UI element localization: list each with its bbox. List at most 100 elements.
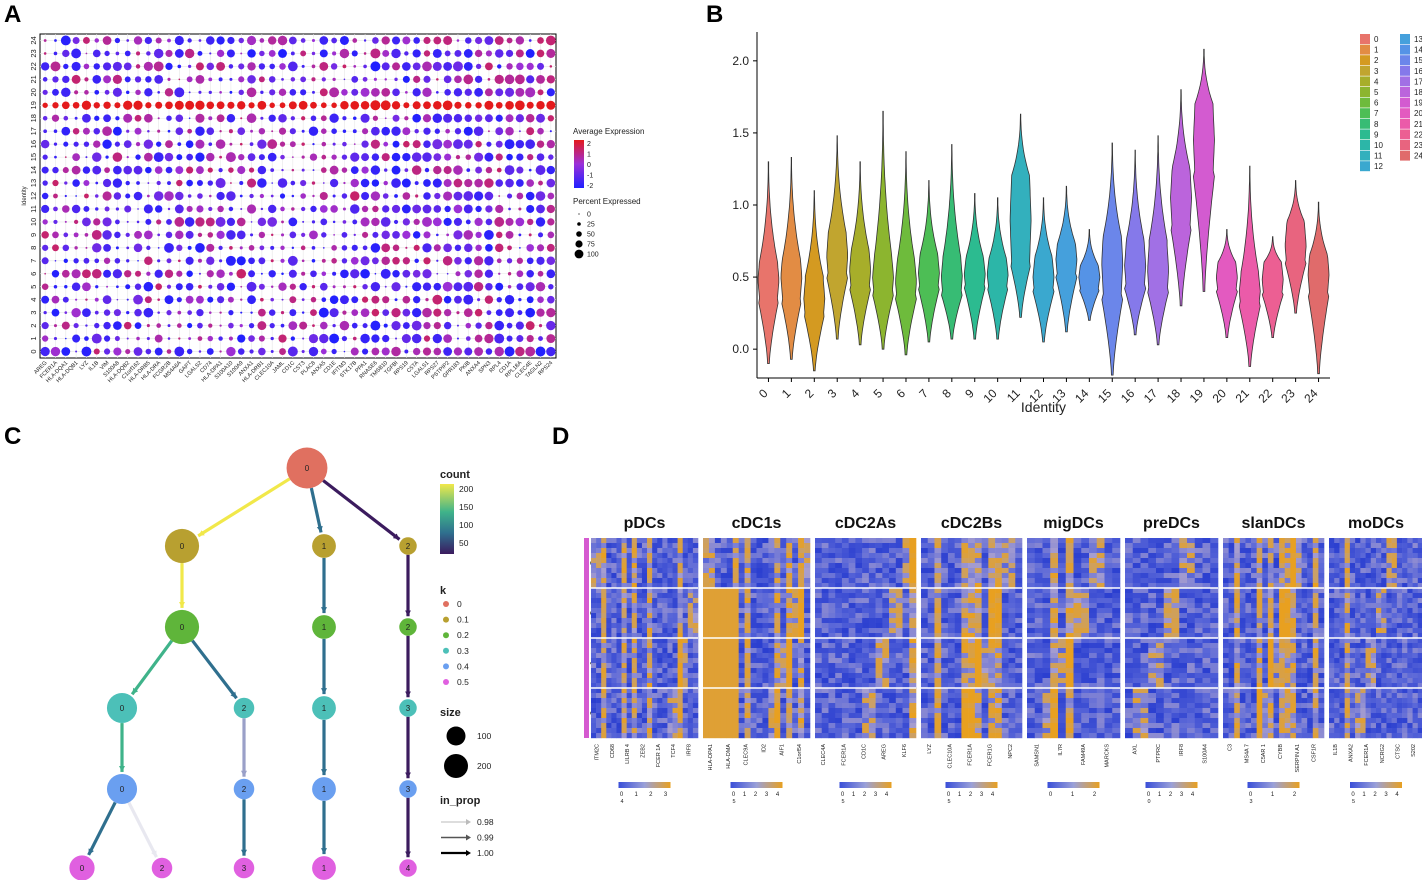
heatmap-cell (774, 613, 781, 619)
heatmap-cell (1027, 603, 1036, 609)
dotplot-dot (71, 48, 82, 59)
heatmap-cell (662, 623, 668, 629)
heatmap-cell (1042, 703, 1051, 709)
dotplot-dot (240, 311, 243, 314)
dotplot-dot (71, 307, 81, 318)
heatmap-cell (1104, 578, 1113, 584)
heatmap-cell (821, 648, 829, 654)
heatmap-cell (1027, 538, 1036, 544)
dotplot-dot (546, 320, 556, 331)
heatmap-cell (1027, 643, 1036, 649)
dotplot-dot (64, 311, 68, 314)
heatmap-cell (821, 543, 829, 549)
dotplot-dot (42, 335, 49, 342)
heatmap-cell (875, 668, 883, 674)
dotplot-dot (64, 194, 67, 198)
clustree-node (399, 780, 417, 798)
dotplot-dot (507, 272, 512, 276)
dotplot-dot (474, 178, 483, 188)
heatmap-cell (780, 648, 787, 654)
heatmap-cell (611, 578, 617, 584)
dotplot-dot (351, 322, 358, 329)
dotplot-dot (332, 220, 336, 224)
heatmap-cell (1104, 633, 1113, 639)
heatmap-cell (621, 678, 627, 684)
heatmap-cell (1104, 678, 1113, 684)
heatmap-cell (611, 543, 617, 549)
heatmap-cell (1065, 673, 1074, 679)
heatmap-cell (855, 568, 863, 574)
dotplot-dot (280, 258, 285, 263)
dotplot-dot (126, 39, 130, 42)
heatmap-cell (974, 653, 982, 659)
heatmap-cell (652, 573, 658, 579)
dotplot-dot (207, 335, 214, 342)
heatmap-cell (714, 563, 722, 569)
heatmap-cell (947, 728, 955, 734)
dotplot-dot (156, 180, 161, 186)
heatmap-cell (855, 623, 863, 629)
heatmap-cell (1008, 703, 1016, 709)
dotplot-dot (382, 205, 390, 213)
dotplot-dot (72, 179, 80, 187)
heatmap-cell (981, 668, 989, 674)
dotplot-dot (62, 75, 70, 84)
heatmap-cell (1073, 653, 1082, 659)
heatmap-cell (682, 703, 689, 709)
heatmap-cell (682, 688, 689, 694)
heatmap-cell (974, 673, 982, 679)
dotplot-dot (332, 285, 336, 289)
heatmap-cell (726, 703, 734, 709)
heatmap-cell (815, 653, 823, 659)
heatmap-cell (954, 658, 962, 664)
heatmap-cell (626, 668, 633, 674)
heatmap-cell (841, 688, 849, 694)
violin-legend-swatch (1360, 87, 1370, 97)
violin-xtick-label: 17 (1141, 386, 1161, 406)
dotplot-dot (115, 207, 120, 211)
heatmap-cell (652, 643, 658, 649)
heatmap-cell (621, 653, 627, 659)
heatmap-cell (868, 548, 876, 554)
heatmap-cell (1050, 703, 1059, 709)
heatmap-cell (909, 578, 917, 584)
heatmap-cell (687, 703, 694, 709)
heatmap-cell (1112, 628, 1121, 634)
heatmap-cell (821, 703, 829, 709)
heatmap-cell (995, 688, 1003, 694)
heatmap-cell (895, 558, 903, 564)
heatmap-cell (1034, 623, 1043, 629)
dotplot-dot (402, 192, 411, 200)
heatmap-cell (835, 668, 843, 674)
heatmap-cell (821, 538, 829, 544)
heatmap-cell (703, 608, 710, 614)
heatmap-cell (1073, 623, 1082, 629)
heatmap-cell (677, 608, 684, 614)
dotplot-dot (526, 269, 534, 278)
dotplot-dot (485, 348, 493, 355)
heatmap-cell (611, 598, 617, 604)
violin-shape (803, 190, 826, 372)
heatmap-cell (738, 563, 745, 569)
heatmap-cell (611, 538, 617, 544)
heatmap-cell (750, 683, 757, 689)
heatmap-cell (616, 613, 622, 619)
heatmap-cell (631, 723, 638, 729)
dotplot-dot (167, 207, 171, 211)
heatmap-cell (682, 698, 689, 704)
heatmap-cell (1081, 608, 1090, 614)
dotplot-dot (279, 63, 286, 70)
heatmap-cell (909, 548, 917, 554)
heatmap-cell (1015, 708, 1023, 714)
heatmap-cell (606, 688, 612, 694)
dotplot-dot (485, 50, 492, 57)
violin-ytick-label: 0.5 (732, 270, 749, 284)
heatmap-cell (909, 598, 917, 604)
dotplot-dot (384, 117, 387, 120)
dotplot-dot (83, 37, 90, 44)
dotplot-dot (371, 295, 380, 304)
dotplot-dot (312, 324, 315, 327)
heatmap-gene-label: AREG (882, 744, 888, 760)
heatmap-cell (988, 733, 996, 739)
heatmap-cell (601, 678, 607, 684)
